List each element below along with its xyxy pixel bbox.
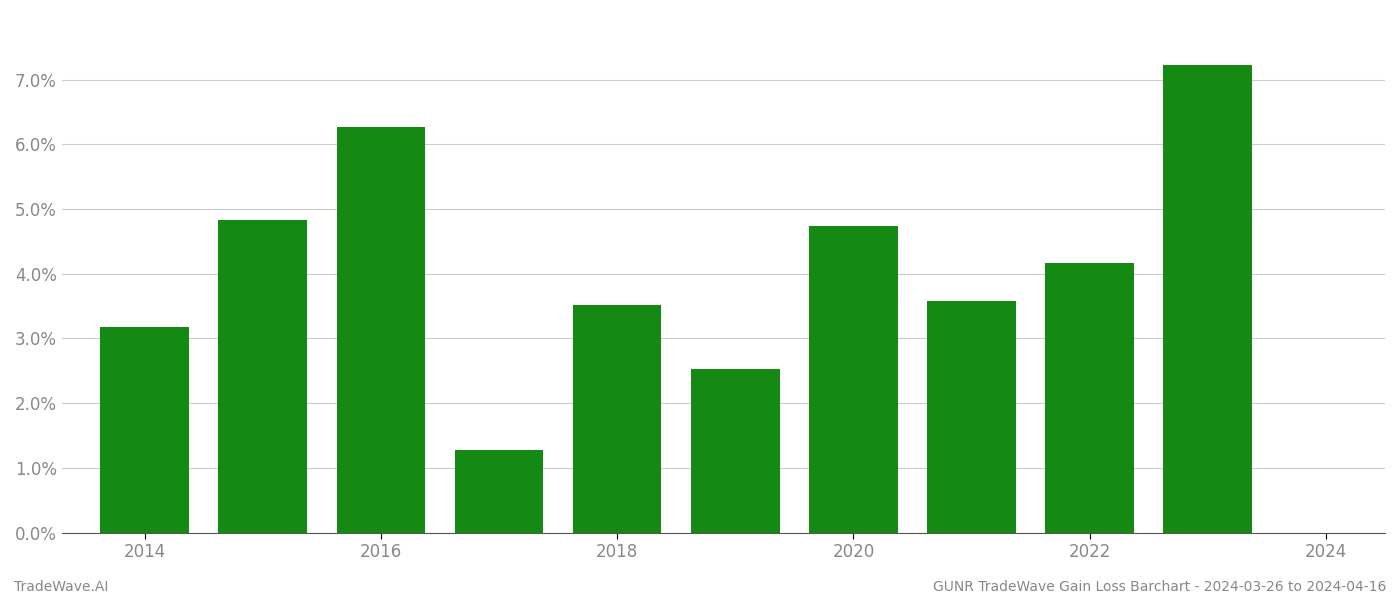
Bar [336,127,426,533]
Bar [573,305,661,533]
Bar [101,328,189,533]
Bar [455,451,543,533]
Bar [927,301,1016,533]
Bar [218,220,307,533]
Bar [1163,65,1252,533]
Bar [1046,263,1134,533]
Bar [809,226,897,533]
Text: TradeWave.AI: TradeWave.AI [14,580,108,594]
Text: GUNR TradeWave Gain Loss Barchart - 2024-03-26 to 2024-04-16: GUNR TradeWave Gain Loss Barchart - 2024… [932,580,1386,594]
Bar [692,369,780,533]
